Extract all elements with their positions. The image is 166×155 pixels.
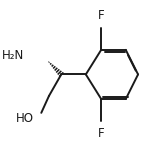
Text: H₂N: H₂N	[2, 49, 24, 62]
Text: F: F	[98, 127, 105, 140]
Text: F: F	[98, 9, 105, 22]
Text: HO: HO	[16, 113, 34, 126]
